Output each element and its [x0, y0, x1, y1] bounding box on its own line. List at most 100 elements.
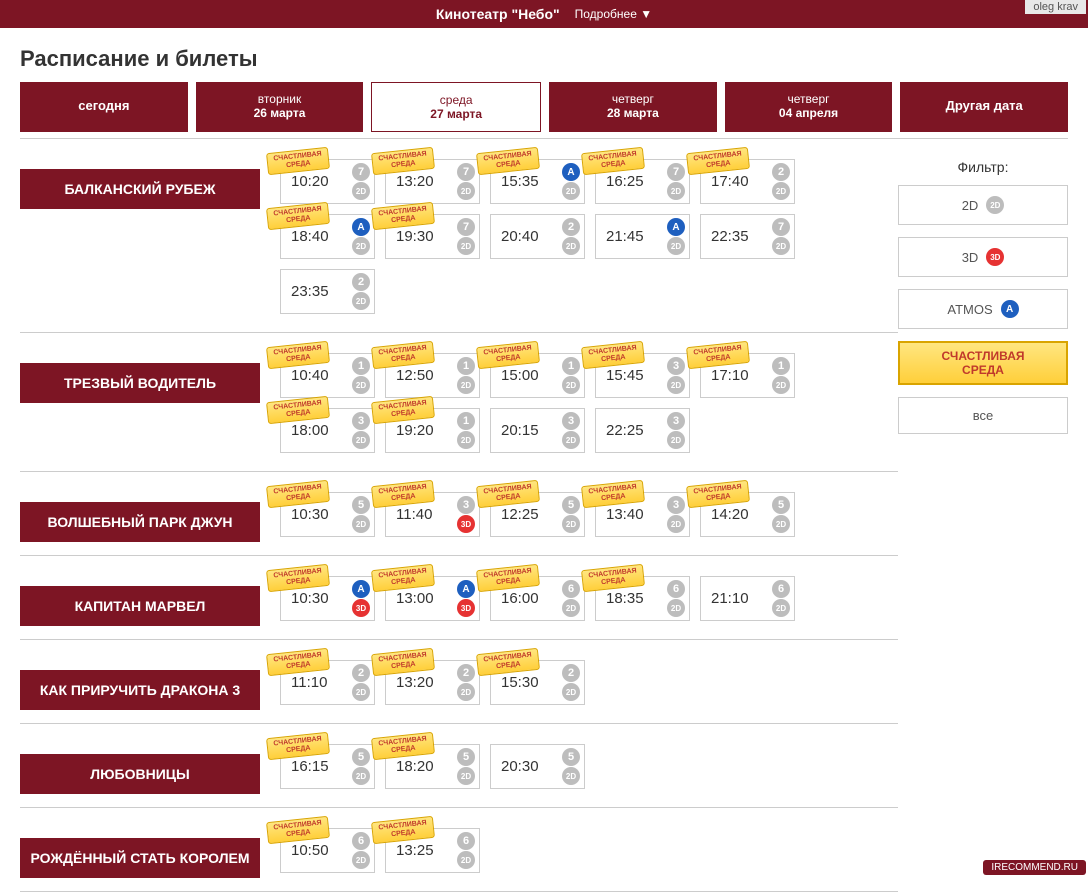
showtime[interactable]: СЧАСТЛИВАЯСРЕДА10:3052D	[280, 492, 375, 537]
filter-label: все	[973, 408, 994, 423]
showtime-time: 15:35	[501, 173, 562, 190]
filter-label: ATMOS	[947, 302, 992, 317]
showtime-badges: 22D	[772, 163, 794, 200]
movie-title[interactable]: РОЖДЁННЫЙ СТАТЬ КОРОЛЕМ	[20, 838, 260, 878]
showtime[interactable]: СЧАСТЛИВАЯСРЕДА13:4032D	[595, 492, 690, 537]
2d-icon: 2D	[457, 683, 475, 701]
screen-number: 5	[352, 748, 370, 766]
showtime[interactable]: СЧАСТЛИВАЯСРЕДА13:2022D	[385, 660, 480, 705]
showtime-time: 21:10	[711, 590, 772, 607]
showtime-time: 16:15	[291, 758, 352, 775]
showtime-badges: 72D	[457, 218, 479, 255]
screen-number: 5	[772, 496, 790, 514]
showtime[interactable]: СЧАСТЛИВАЯСРЕДА16:0062D	[490, 576, 585, 621]
showtime[interactable]: СЧАСТЛИВАЯСРЕДА15:35A2D	[490, 159, 585, 204]
showtime[interactable]: 20:1532D	[490, 408, 585, 453]
movie-title[interactable]: ТРЕЗВЫЙ ВОДИТЕЛЬ	[20, 363, 260, 403]
showtime[interactable]: СЧАСТЛИВАЯСРЕДА10:4012D	[280, 353, 375, 398]
showtime[interactable]: СЧАСТЛИВАЯСРЕДА13:00A3D	[385, 576, 480, 621]
showtime[interactable]: СЧАСТЛИВАЯСРЕДА13:2072D	[385, 159, 480, 204]
date-day: вторник	[200, 92, 360, 106]
filter-label: 2D	[962, 198, 979, 213]
2d-icon: 2D	[352, 851, 370, 869]
showtime[interactable]: СЧАСТЛИВАЯСРЕДА10:30A3D	[280, 576, 375, 621]
showtime[interactable]: 20:4022D	[490, 214, 585, 259]
movie-title[interactable]: КАПИТАН МАРВЕЛ	[20, 586, 260, 626]
promo-ticket-icon: СЧАСТЛИВАЯСРЕДА	[371, 648, 435, 676]
showtime[interactable]: СЧАСТЛИВАЯСРЕДА11:1022D	[280, 660, 375, 705]
screen-number: 3	[457, 496, 475, 514]
showtime[interactable]: 20:3052D	[490, 744, 585, 789]
showtime-badges: 12D	[457, 412, 479, 449]
showtime[interactable]: СЧАСТЛИВАЯСРЕДА16:1552D	[280, 744, 375, 789]
showtime-badges: A2D	[667, 218, 689, 255]
showtime[interactable]: СЧАСТЛИВАЯСРЕДА18:3562D	[595, 576, 690, 621]
showtime[interactable]: СЧАСТЛИВАЯСРЕДА13:2562D	[385, 828, 480, 873]
showtime[interactable]: 22:3572D	[700, 214, 795, 259]
promo-ticket-icon: СЧАСТЛИВАЯСРЕДА	[686, 147, 750, 175]
showtime-time: 14:20	[711, 506, 772, 523]
showtime[interactable]: СЧАСТЛИВАЯСРЕДА17:1012D	[700, 353, 795, 398]
showtime[interactable]: СЧАСТЛИВАЯСРЕДА16:2572D	[595, 159, 690, 204]
showtime-time: 11:10	[291, 674, 352, 691]
filter-label: 3D	[962, 250, 979, 265]
showtime-time: 20:30	[501, 758, 562, 775]
2d-icon: 2D	[352, 237, 370, 255]
showtime[interactable]: 21:1062D	[700, 576, 795, 621]
showtime[interactable]: 21:45A2D	[595, 214, 690, 259]
movie-title[interactable]: БАЛКАНСКИЙ РУБЕЖ	[20, 169, 260, 209]
showtime[interactable]: СЧАСТЛИВАЯСРЕДА12:2552D	[490, 492, 585, 537]
filter-button[interactable]: ATMOSA	[898, 289, 1068, 329]
showtime[interactable]: СЧАСТЛИВАЯСРЕДА15:0012D	[490, 353, 585, 398]
movie-title[interactable]: ВОЛШЕБНЫЙ ПАРК ДЖУН	[20, 502, 260, 542]
showtime[interactable]: СЧАСТЛИВАЯСРЕДА10:2072D	[280, 159, 375, 204]
showtime-badges: 62D	[562, 580, 584, 617]
date-tab[interactable]: вторник26 марта	[196, 82, 364, 132]
date-tab[interactable]: среда27 марта	[371, 82, 541, 132]
showtime[interactable]: СЧАСТЛИВАЯСРЕДА15:4532D	[595, 353, 690, 398]
showtime[interactable]: СЧАСТЛИВАЯСРЕДА10:5062D	[280, 828, 375, 873]
showtime[interactable]: СЧАСТЛИВАЯСРЕДА19:3072D	[385, 214, 480, 259]
movie-title[interactable]: ЛЮБОВНИЦЫ	[20, 754, 260, 794]
filter-button[interactable]: 2D2D	[898, 185, 1068, 225]
date-tab[interactable]: Другая дата	[900, 82, 1068, 132]
showtime-time: 19:30	[396, 228, 457, 245]
filter-button[interactable]: 3D 3D	[898, 237, 1068, 277]
showtime[interactable]: СЧАСТЛИВАЯСРЕДА18:40A2D	[280, 214, 375, 259]
showtime-badges: 62D	[352, 832, 374, 869]
filter-button[interactable]: все	[898, 397, 1068, 434]
showtime[interactable]: СЧАСТЛИВАЯСРЕДА15:3022D	[490, 660, 585, 705]
showtime[interactable]: СЧАСТЛИВАЯСРЕДА12:5012D	[385, 353, 480, 398]
showtime[interactable]: СЧАСТЛИВАЯСРЕДА14:2052D	[700, 492, 795, 537]
screen-number: 1	[772, 357, 790, 375]
showtime[interactable]: СЧАСТЛИВАЯСРЕДА11:4033D	[385, 492, 480, 537]
date-tab[interactable]: четверг04 апреля	[725, 82, 893, 132]
atmos-icon: A	[457, 580, 475, 598]
user-badge: oleg krav	[1025, 0, 1086, 14]
promo-ticket-icon: СЧАСТЛИВАЯСРЕДА	[266, 816, 330, 844]
showtime-time: 13:00	[396, 590, 457, 607]
2d-icon: 2D	[352, 767, 370, 785]
showtime[interactable]: 23:3522D	[280, 269, 375, 314]
showtime-time: 12:25	[501, 506, 562, 523]
3d-icon: 3D	[986, 248, 1004, 266]
date-tab[interactable]: сегодня	[20, 82, 188, 132]
showtime[interactable]: 22:2532D	[595, 408, 690, 453]
showtime[interactable]: СЧАСТЛИВАЯСРЕДА18:2052D	[385, 744, 480, 789]
2d-icon: 2D	[352, 515, 370, 533]
promo-ticket-icon: СЧАСТЛИВАЯСРЕДА	[266, 202, 330, 230]
showtime[interactable]: СЧАСТЛИВАЯСРЕДА17:4022D	[700, 159, 795, 204]
filter-button[interactable]: СЧАСТЛИВАЯСРЕДА	[898, 341, 1068, 385]
showtime-badges: 72D	[352, 163, 374, 200]
promo-ticket-icon: СЧАСТЛИВАЯСРЕДА	[581, 480, 645, 508]
date-day: четверг	[729, 92, 889, 106]
movie-title[interactable]: КАК ПРИРУЧИТЬ ДРАКОНА 3	[20, 670, 260, 710]
page-title: Расписание и билеты	[20, 46, 1088, 72]
showtime[interactable]: СЧАСТЛИВАЯСРЕДА19:2012D	[385, 408, 480, 453]
showtime-time: 13:20	[396, 674, 457, 691]
promo-ticket-icon: СЧАСТЛИВАЯСРЕДА	[686, 341, 750, 369]
more-link[interactable]: Подробнее ▼	[575, 7, 652, 21]
showtime[interactable]: СЧАСТЛИВАЯСРЕДА18:0032D	[280, 408, 375, 453]
date-tab[interactable]: четверг28 марта	[549, 82, 717, 132]
screen-number: 6	[352, 832, 370, 850]
